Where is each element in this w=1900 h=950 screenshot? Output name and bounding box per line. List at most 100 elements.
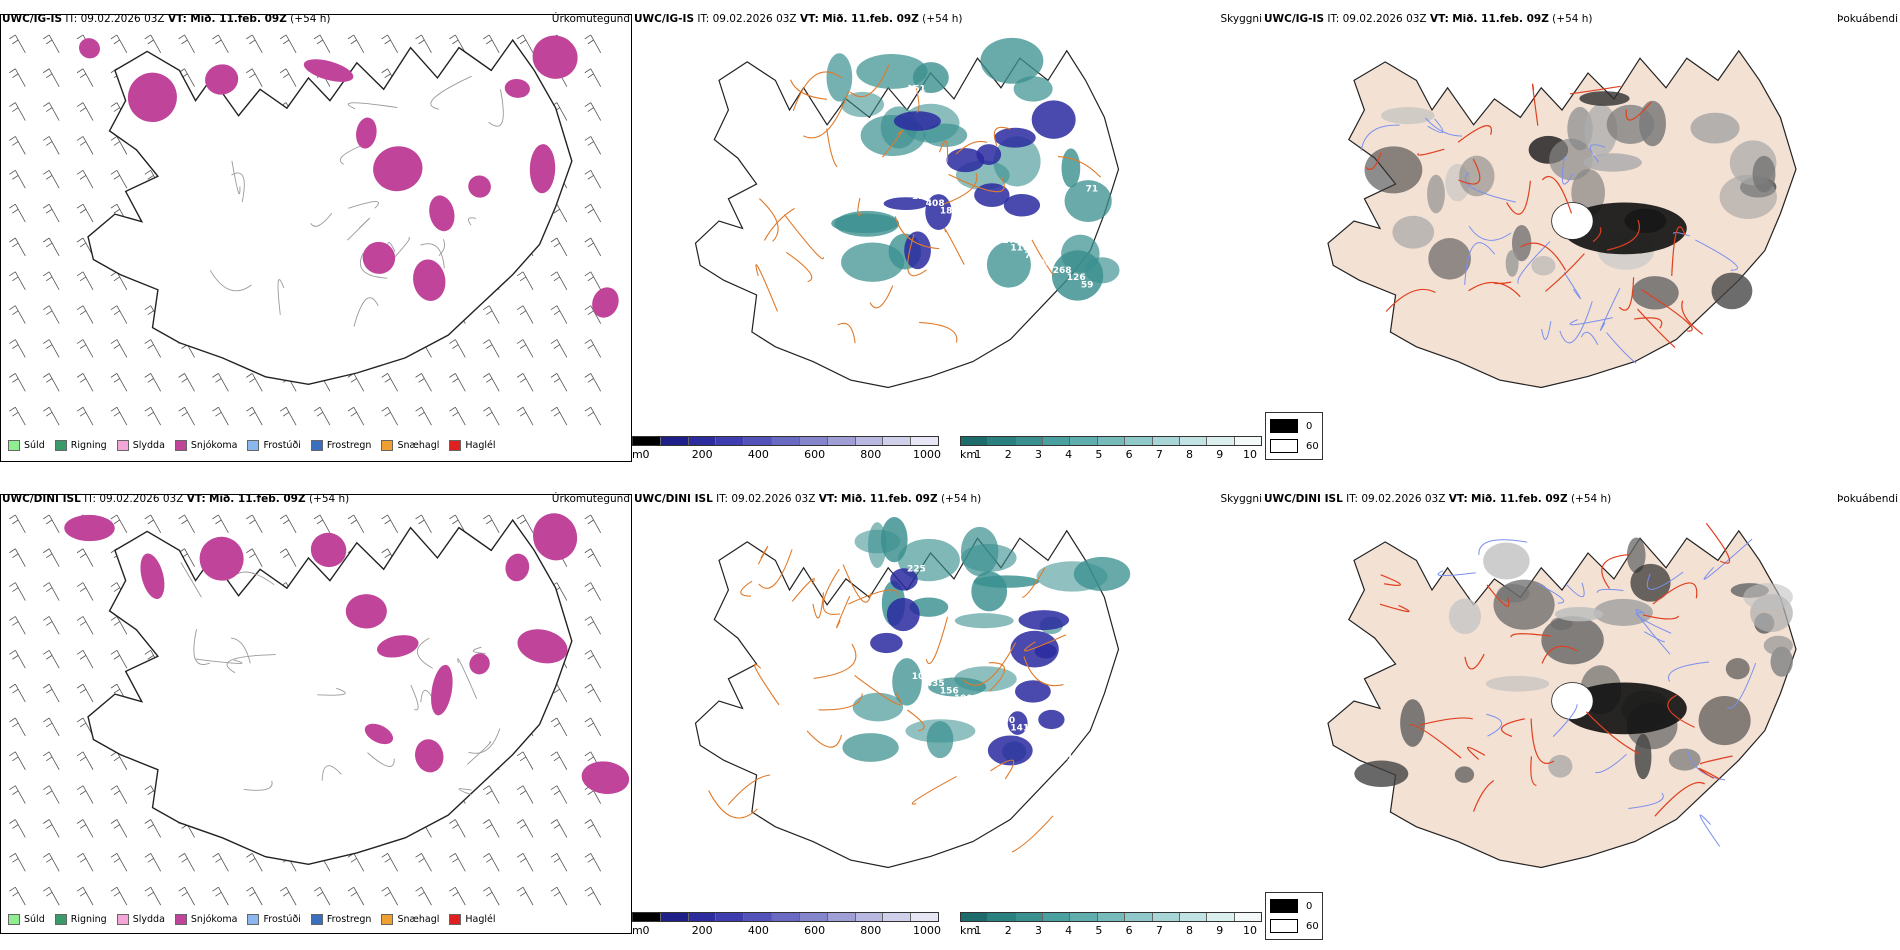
panel-header: UWC/IG-IS IT: 09.02.2026 03Z VT: Mið. 11… bbox=[2, 12, 331, 26]
colorbar-cell bbox=[1179, 913, 1208, 921]
legend-label: Haglél bbox=[465, 914, 496, 925]
model-name: UWC/DINI ISL bbox=[2, 493, 81, 505]
legend-swatch bbox=[310, 440, 323, 451]
legend-swatch bbox=[54, 914, 67, 925]
colorbar-cell bbox=[1097, 437, 1126, 445]
colorbar-tick: 3 bbox=[1034, 448, 1042, 461]
cloudbase-value-label: 73 bbox=[1025, 251, 1038, 261]
colorbar-cells bbox=[960, 912, 1262, 922]
colorbar-cell bbox=[883, 437, 912, 445]
legend-swatch bbox=[247, 914, 260, 925]
precip-title: Úrkomutegund bbox=[551, 13, 630, 25]
cloudbase-value-label: 200 bbox=[996, 716, 1015, 726]
colorbar-cell bbox=[1070, 913, 1098, 921]
precip-legend: Súld Rigning Slydda Snjókoma Frostúði Frostre… bbox=[8, 440, 496, 451]
cloudbase-value-label: 127 bbox=[996, 236, 1015, 246]
precip-panel-2: UWC/DINI ISL IT: 09.02.2026 03Z VT: Mið.… bbox=[0, 492, 632, 944]
legend-label: Snjókoma bbox=[190, 440, 238, 451]
colorbar-tick: 4 bbox=[1065, 924, 1073, 937]
precip-map bbox=[0, 14, 632, 462]
legend-label: Rigning bbox=[70, 440, 107, 451]
legend-swatch bbox=[381, 440, 394, 451]
colorbar-cell bbox=[716, 437, 745, 445]
colorbar-cell bbox=[1152, 913, 1180, 921]
colorbar-tick: 9 bbox=[1216, 924, 1224, 937]
colorbar-cell bbox=[744, 913, 773, 921]
colorbar-unit: km bbox=[960, 924, 978, 937]
colorbar-tick: 9 bbox=[1216, 448, 1224, 461]
colorbar-cell bbox=[827, 913, 856, 921]
colorbar-cell bbox=[911, 913, 938, 921]
colorbar-unit: m bbox=[632, 924, 643, 937]
colorbar-cell bbox=[1207, 437, 1235, 445]
colorbar-tick: 200 bbox=[691, 924, 713, 937]
colorbar-cell bbox=[1097, 913, 1126, 921]
colorbar-tick: 6 bbox=[1125, 448, 1133, 461]
vt-label: VT: bbox=[1448, 493, 1468, 505]
precip-legend-item: Rigning bbox=[54, 440, 107, 451]
vt-value: Mið. 11.feb. 09Z bbox=[1452, 13, 1549, 25]
vt-label: VT: bbox=[167, 13, 187, 25]
vt-label: VT: bbox=[1429, 13, 1449, 25]
fog-panel-1: UWC/IG-IS IT: 09.02.2026 03Z VT: Mið. 11… bbox=[1262, 12, 1900, 474]
model-name: UWC/IG-IS bbox=[2, 13, 63, 25]
panel-header: UWC/IG-IS IT: 09.02.2026 03Z VT: Mið. 11… bbox=[634, 12, 963, 26]
vt-label: VT: bbox=[818, 493, 838, 505]
colorbar-tick: 600 bbox=[804, 924, 826, 937]
colorbar-cell bbox=[1152, 437, 1180, 445]
cloudbase-value-label: 59 bbox=[1081, 281, 1094, 291]
fog-panel-2: UWC/DINI ISL IT: 09.02.2026 03Z VT: Mið.… bbox=[1262, 492, 1900, 944]
precip-legend-item: Frostúði bbox=[247, 440, 301, 451]
precip-legend-item: Slydda bbox=[116, 914, 165, 925]
lead-time: (+54 h) bbox=[290, 13, 331, 25]
cloudbase-value-label: 408 bbox=[926, 199, 945, 209]
cloudbase-colorbar: m 0 200 400 600 800 1000 bbox=[632, 912, 942, 942]
vt-label: VT: bbox=[799, 13, 819, 25]
colorbar-cell bbox=[688, 913, 717, 921]
colorbar-tick: 10 bbox=[1243, 448, 1257, 461]
colorbar-cells bbox=[632, 436, 939, 446]
cloudbase-value-label: 128 bbox=[1081, 761, 1100, 771]
legend-swatch bbox=[54, 440, 67, 451]
colorbar-tick: 200 bbox=[691, 448, 713, 461]
colorbar-cell bbox=[1125, 437, 1153, 445]
lead-time: (+54 h) bbox=[922, 13, 963, 25]
legend-label: Haglél bbox=[465, 440, 496, 451]
legend-label: Frostúði bbox=[263, 440, 301, 451]
cloud-title: Skyggni bbox=[1220, 493, 1263, 505]
colorbar-cell bbox=[961, 437, 989, 445]
precip-legend-item: Snjókoma bbox=[174, 914, 237, 925]
it-value: 09.02.2026 03Z bbox=[99, 493, 184, 505]
colorbar-tick: 400 bbox=[747, 924, 769, 937]
colorbar-cell bbox=[855, 437, 884, 445]
precip-legend-item: Frostregn bbox=[310, 914, 371, 925]
legend-swatch bbox=[449, 914, 462, 925]
colorbar-cell bbox=[1179, 437, 1208, 445]
it-value: 09.02.2026 03Z bbox=[712, 13, 797, 25]
legend-swatch bbox=[247, 440, 260, 451]
colorbar-tick: 3 bbox=[1034, 924, 1042, 937]
cloudbase-value-label: 225 bbox=[907, 565, 926, 575]
legend-label: Súld bbox=[24, 440, 45, 451]
cloudbase-value-label: 96 bbox=[1039, 258, 1052, 268]
fog-legend: 0 60 bbox=[1265, 892, 1323, 940]
legend-swatch bbox=[8, 914, 20, 925]
colorbar-tick: 0 bbox=[642, 448, 650, 461]
fog-label: 60 bbox=[1306, 440, 1319, 452]
it-label: IT: bbox=[84, 493, 97, 505]
cloudbase-value-label: 182 bbox=[940, 207, 959, 217]
colorbar-cell bbox=[1015, 913, 1044, 921]
legend-label: Súld bbox=[24, 914, 45, 925]
fog-swatch bbox=[1270, 419, 1298, 433]
cloudbase-value-label: 107 bbox=[912, 672, 931, 682]
colorbar-cell bbox=[660, 913, 689, 921]
precip-legend-item: Frostregn bbox=[310, 440, 371, 451]
cloud-title: Skyggni bbox=[1220, 13, 1263, 25]
cloudbase-value-label: 209 bbox=[954, 214, 973, 224]
colorbar-unit: km bbox=[960, 448, 978, 461]
colorbar-cell bbox=[688, 437, 717, 445]
colorbar-cell bbox=[988, 437, 1016, 445]
colorbar-cell bbox=[744, 437, 773, 445]
legend-swatch bbox=[116, 440, 129, 451]
